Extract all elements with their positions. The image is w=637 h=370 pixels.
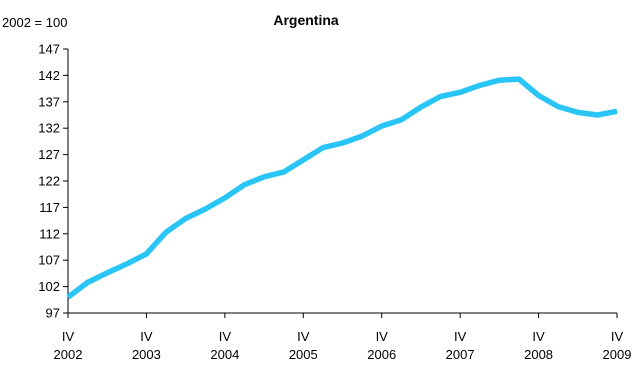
x-tick-label-year: 2003 — [132, 347, 161, 362]
x-axis-ticks: IV 2002 IV 2003 IV 2004 IV 2005 IV 2006 IV 2007 IV 20… — [54, 313, 632, 362]
y-tick-label: 132 — [38, 121, 60, 136]
y-tick-label: 117 — [39, 200, 60, 215]
y-tick-label: 127 — [38, 147, 60, 162]
x-tick-label-year: 2006 — [367, 347, 396, 362]
x-tick-label-quarter: IV — [376, 329, 389, 344]
x-tick-label-year: 2005 — [289, 347, 318, 362]
x-tick-label-year: 2004 — [210, 347, 239, 362]
x-tick-label-year: 2009 — [603, 347, 632, 362]
series-group — [66, 76, 618, 300]
y-tick-label: 97 — [46, 306, 60, 321]
y-tick-label: 142 — [38, 68, 60, 83]
x-tick-label-quarter: IV — [454, 329, 467, 344]
x-tick-label-quarter: IV — [532, 329, 545, 344]
x-tick-label-quarter: IV — [611, 329, 624, 344]
unit-label: 2002 = 100 — [2, 15, 67, 30]
x-tick-label-year: 2002 — [54, 347, 83, 362]
y-tick-label: 147 — [38, 42, 60, 57]
y-tick-label: 102 — [38, 279, 60, 294]
axes — [67, 49, 617, 314]
y-tick-label: 137 — [38, 94, 60, 109]
x-tick-label-quarter: IV — [62, 329, 75, 344]
y-axis-ticks: 97 102 107 112 117 122 127 132 137 142 147 — [38, 42, 68, 321]
x-tick-label-quarter: IV — [140, 329, 153, 344]
x-tick-label-year: 2007 — [446, 347, 475, 362]
chart-title: Argentina — [273, 12, 339, 28]
x-tick-label-quarter: IV — [219, 329, 232, 344]
y-tick-label: 112 — [39, 226, 60, 241]
y-tick-label: 107 — [38, 253, 60, 268]
x-tick-label-year: 2008 — [524, 347, 553, 362]
x-tick-label-quarter: IV — [297, 329, 310, 344]
y-tick-label: 122 — [38, 174, 60, 189]
series-line — [66, 76, 618, 300]
